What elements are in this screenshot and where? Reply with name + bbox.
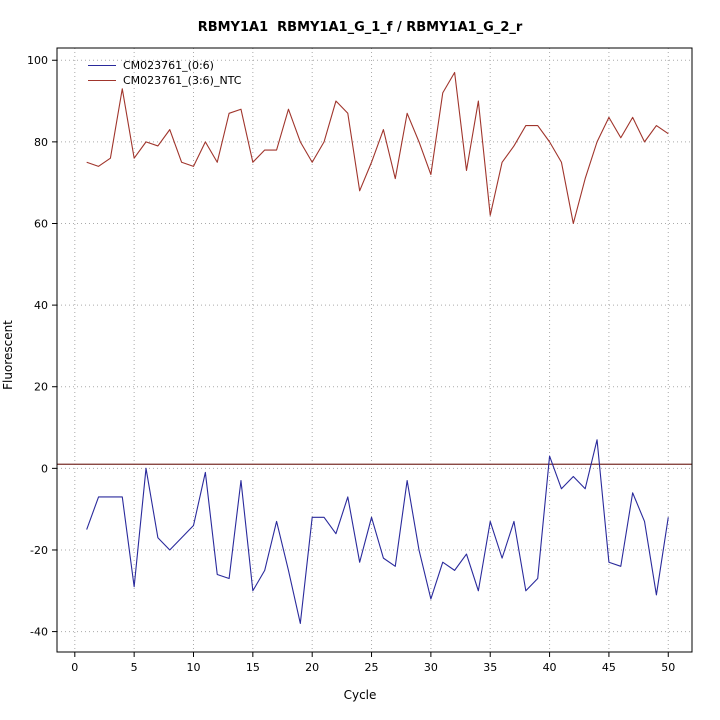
legend-line-swatch <box>88 80 116 81</box>
svg-text:80: 80 <box>34 136 48 149</box>
svg-text:-20: -20 <box>30 544 48 557</box>
svg-text:15: 15 <box>246 661 260 674</box>
svg-text:40: 40 <box>543 661 557 674</box>
svg-text:35: 35 <box>483 661 497 674</box>
svg-text:50: 50 <box>661 661 675 674</box>
svg-text:0: 0 <box>71 661 78 674</box>
svg-text:20: 20 <box>305 661 319 674</box>
svg-text:20: 20 <box>34 381 48 394</box>
svg-text:45: 45 <box>602 661 616 674</box>
legend-label: CM023761_(0:6) <box>123 59 214 72</box>
x-axis-label: Cycle <box>343 688 377 702</box>
legend: CM023761_(0:6) CM023761_(3:6)_NTC <box>88 58 241 88</box>
svg-text:10: 10 <box>186 661 200 674</box>
svg-text:40: 40 <box>34 299 48 312</box>
svg-text:0: 0 <box>41 462 48 475</box>
svg-text:100: 100 <box>27 54 48 67</box>
legend-line-swatch <box>88 65 116 66</box>
svg-text:-40: -40 <box>30 626 48 639</box>
svg-text:25: 25 <box>365 661 379 674</box>
y-axis-label: Fluorescent <box>1 320 15 390</box>
svg-text:5: 5 <box>131 661 138 674</box>
legend-item: CM023761_(0:6) <box>88 58 241 73</box>
svg-text:30: 30 <box>424 661 438 674</box>
legend-label: CM023761_(3:6)_NTC <box>123 74 242 87</box>
svg-text:60: 60 <box>34 217 48 230</box>
chart-title: RBMY1A1 RBMY1A1_G_1_f / RBMY1A1_G_2_r <box>197 20 523 35</box>
legend-item: CM023761_(3:6)_NTC <box>88 73 241 88</box>
